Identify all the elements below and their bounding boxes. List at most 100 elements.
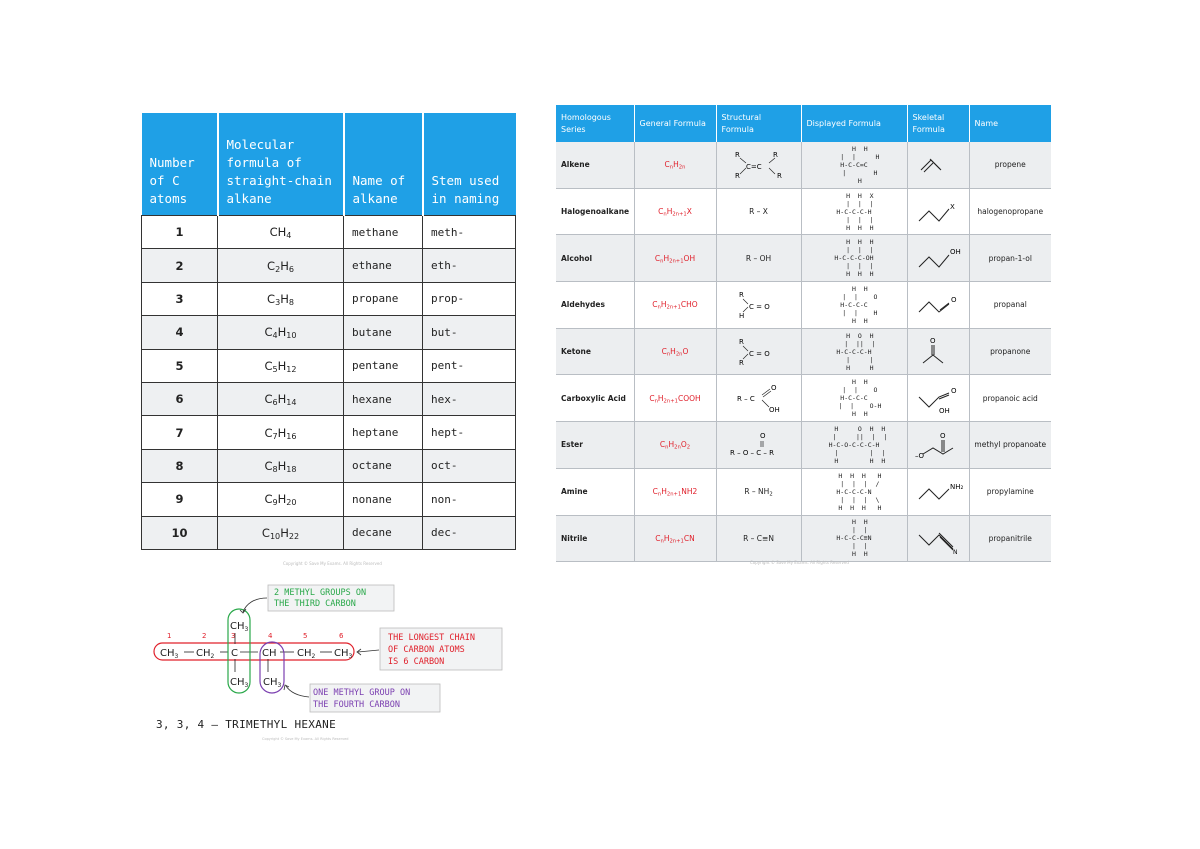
svg-text:CH2: CH2 [196, 648, 215, 660]
cell-stem: hex- [422, 381, 516, 417]
note-methyl-third-line1: 2 METHYL GROUPS ON [274, 588, 366, 598]
svg-text:R: R [773, 151, 778, 159]
svg-text:R: R [735, 172, 740, 180]
cell-skeletal-formula: OH [907, 234, 970, 283]
table-header-row: Homologous Series General Formula Struct… [556, 105, 1051, 142]
svg-text:C = O: C = O [749, 350, 770, 358]
cell-alkane-name: butane [343, 315, 423, 350]
table-row: 10 C10H22 decane dec- [141, 515, 516, 550]
cell-homologous-series: Alcohol [556, 234, 635, 283]
cell-carbon-count: 3 [141, 281, 218, 317]
right-table-copyright: Copyright © Save My Exams. All Rights Re… [750, 560, 849, 565]
svg-text:CH2: CH2 [297, 648, 316, 660]
table-row: Carboxylic Acid CnH2n+1COOH R – C O OH H H |… [556, 374, 1051, 423]
cell-compound-name: propanitrile [969, 515, 1051, 563]
cell-general-formula: CnH2n+1CN [634, 515, 717, 563]
cell-homologous-series: Amine [556, 468, 635, 516]
methyl-c4-bottom: CH3 [263, 677, 282, 689]
cell-homologous-series: Carboxylic Acid [556, 374, 635, 423]
note-box-methyl-fourth [309, 683, 441, 713]
svg-text:R: R [777, 172, 782, 180]
cell-molecular-formula: C10H22 [217, 515, 344, 550]
svg-text:R: R [739, 338, 744, 346]
cell-compound-name: halogenopropane [969, 188, 1051, 236]
svg-text:O: O [930, 337, 936, 345]
svg-text:O: O [940, 432, 946, 440]
cell-displayed-formula: H H H H | | | / H-C-C-C-N | | | \ H H H … [801, 468, 908, 516]
skeletal-formula-drawing: X [918, 203, 955, 222]
cell-skeletal-formula: N [907, 515, 970, 563]
cell-general-formula: CnH2n+1COOH [634, 374, 717, 423]
table-row: 7 C7H16 heptane hept- [141, 415, 516, 450]
cell-alkane-name: hexane [343, 381, 423, 417]
cell-displayed-formula: H H | | H H-C-C=C | H H [801, 142, 908, 189]
svg-text:OH: OH [939, 407, 950, 415]
header-general-formula: General Formula [634, 105, 717, 142]
methyl-c3-bottom: CH3 [230, 677, 249, 689]
cell-displayed-formula: H H X | | | H-C-C-C-H | | | H H H [801, 188, 908, 236]
cell-molecular-formula: C6H14 [217, 381, 344, 417]
cell-molecular-formula: C8H18 [217, 448, 344, 484]
table-row: 5 C5H12 pentane pent- [141, 348, 516, 383]
cell-general-formula: CnH2n [634, 142, 717, 189]
cell-compound-name: propene [969, 142, 1051, 189]
cell-general-formula: CnH2nO2 [634, 421, 717, 469]
trimethylhexane-diagram: 2 METHYL GROUPS ON THE THIRD CARBON THE … [153, 584, 503, 741]
cell-stem: eth- [422, 248, 516, 283]
cell-alkane-name: octane [343, 448, 423, 484]
header-name-of-alkane: Name of alkane [343, 113, 424, 216]
cell-skeletal-formula: X [907, 188, 970, 236]
cell-skeletal-formula: O –O [907, 421, 970, 469]
svg-text:C: C [231, 648, 238, 659]
cell-compound-name: propanoic acid [969, 374, 1051, 423]
cell-homologous-series: Alkene [556, 142, 635, 189]
cell-general-formula: CnH2n+1NH2 [634, 468, 717, 516]
cell-displayed-formula: H O H H | || | | H-C-O-C-C-C-H | | | H H… [801, 421, 908, 469]
table-row: Amine CnH2n+1NH2 R – NH2 H H H H | | | / H… [556, 468, 1051, 516]
table-row: 2 C2H6 ethane eth- [141, 248, 516, 283]
table-row: 8 C8H18 octane oct- [141, 448, 516, 484]
cell-compound-name: methyl propanoate [969, 421, 1051, 469]
table-row: Halogenoalkane CnH2n+1X R – X H H X | | | … [556, 188, 1051, 236]
cell-structural-formula: R – NH2 [716, 468, 802, 516]
cell-alkane-name: nonane [343, 482, 423, 517]
cell-carbon-count: 6 [141, 381, 218, 417]
cell-molecular-formula: C9H20 [217, 482, 344, 517]
cell-general-formula: CnH2nO [634, 328, 717, 376]
cell-stem: but- [422, 315, 516, 350]
cell-compound-name: propylamine [969, 468, 1051, 516]
note-methyl-third-line2: THE THIRD CARBON [274, 599, 356, 609]
carbon-numbers: 1 2 3 4 5 6 [167, 632, 344, 640]
svg-text:CH3: CH3 [160, 648, 179, 660]
table-row: Aldehydes CnH2n+1CHO R H C = O H H | | O H-C… [556, 281, 1051, 329]
skeletal-formula-drawing: O [922, 337, 944, 363]
homologous-series-table: Homologous Series General Formula Struct… [556, 105, 1051, 563]
svg-text:OH: OH [950, 248, 961, 256]
compound-name: 3, 3, 4 – TRIMETHYL HEXANE [156, 718, 336, 731]
svg-text:3: 3 [231, 632, 235, 640]
header-molecular-formula: Molecular formula of straight-chain alka… [217, 113, 345, 216]
svg-text:OH: OH [769, 406, 780, 414]
cell-alkane-name: pentane [343, 348, 423, 383]
cell-skeletal-formula: O [907, 328, 970, 376]
note-box-longest-chain [379, 627, 503, 671]
cell-displayed-formula: H O H | || | H-C-C-C-H | | H H [801, 328, 908, 376]
svg-text:R: R [735, 151, 740, 159]
header-stem: Stem used in naming [422, 113, 516, 216]
svg-text:R – O – C – R: R – O – C – R [730, 449, 774, 457]
cell-homologous-series: Nitrile [556, 515, 635, 563]
cell-molecular-formula: C7H16 [217, 415, 344, 450]
svg-text:2: 2 [202, 632, 206, 640]
svg-text:N: N [953, 549, 958, 555]
table-row: 3 C3H8 propane prop- [141, 281, 516, 317]
table-row: 6 C6H14 hexane hex- [141, 381, 516, 417]
note-longest-line2: OF CARBON ATOMS [388, 645, 465, 655]
left-table-copyright: Copyright © Save My Exams. All Rights Re… [283, 561, 382, 566]
svg-text:O: O [951, 387, 957, 395]
cell-molecular-formula: C5H12 [217, 348, 344, 383]
cell-stem: non- [422, 482, 516, 517]
cell-skeletal-formula: O [907, 281, 970, 329]
skeletal-formula-drawing: NH₂ [918, 483, 963, 500]
svg-text:O: O [951, 296, 957, 304]
cell-general-formula: CnH2n+1CHO [634, 281, 717, 329]
